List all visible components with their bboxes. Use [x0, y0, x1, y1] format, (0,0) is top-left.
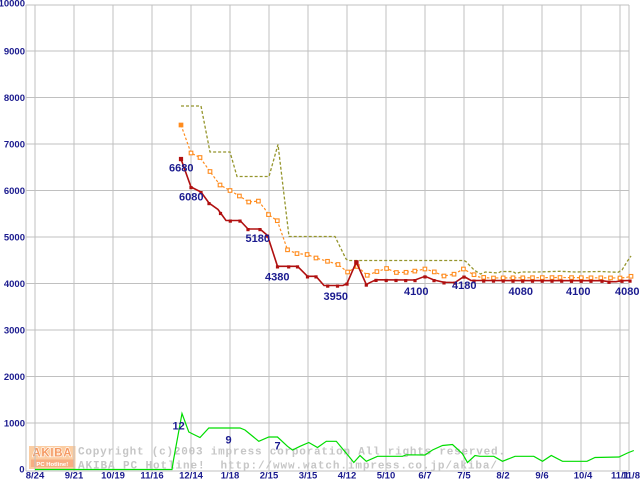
svg-text:7/5: 7/5 — [457, 470, 471, 480]
svg-text:3000: 3000 — [4, 325, 25, 336]
svg-text:4080: 4080 — [509, 286, 533, 298]
svg-text:10000: 10000 — [0, 0, 25, 9]
svg-text:3950: 3950 — [324, 291, 348, 303]
svg-text:AKIBA PC Hotline! http://www.: AKIBA PC Hotline! http://www.watch.impre… — [78, 460, 497, 472]
svg-text:2000: 2000 — [4, 372, 25, 383]
svg-text:5180: 5180 — [246, 233, 270, 245]
svg-text:4380: 4380 — [265, 272, 289, 284]
svg-text:1000: 1000 — [4, 418, 25, 429]
svg-text:8/2: 8/2 — [496, 470, 509, 480]
svg-text:5000: 5000 — [4, 232, 25, 243]
svg-text:AKIBA: AKIBA — [32, 448, 72, 460]
svg-text:11/1: 11/1 — [611, 470, 630, 480]
svg-text:6080: 6080 — [179, 192, 203, 204]
svg-text:12/14: 12/14 — [179, 470, 203, 480]
svg-text:7: 7 — [275, 441, 281, 453]
svg-text:4100: 4100 — [566, 286, 590, 298]
svg-text:10/4: 10/4 — [574, 470, 593, 480]
svg-text:7000: 7000 — [4, 139, 25, 150]
svg-text:2/15: 2/15 — [260, 470, 279, 480]
svg-text:6680: 6680 — [169, 163, 193, 175]
svg-text:4100: 4100 — [404, 286, 428, 298]
svg-text:5/10: 5/10 — [377, 470, 396, 480]
svg-text:6000: 6000 — [4, 186, 25, 197]
svg-text:Copyright (c)2003 impress corp: Copyright (c)2003 impress corporation Al… — [78, 447, 505, 459]
svg-text:4/12: 4/12 — [338, 470, 357, 480]
svg-text:4080: 4080 — [615, 286, 639, 298]
svg-text:11/8: 11/8 — [622, 470, 640, 480]
svg-text:4000: 4000 — [4, 279, 25, 290]
svg-text:9: 9 — [226, 435, 232, 447]
svg-text:9000: 9000 — [4, 46, 25, 57]
svg-text:9/6: 9/6 — [535, 470, 548, 480]
svg-text:8/24: 8/24 — [26, 470, 45, 480]
svg-text:3/15: 3/15 — [299, 470, 318, 480]
svg-text:12: 12 — [173, 421, 185, 433]
svg-text:9/21: 9/21 — [65, 470, 84, 480]
svg-text:0: 0 — [19, 465, 24, 476]
svg-text:11/16: 11/16 — [140, 470, 163, 480]
svg-text:PC Hotline!: PC Hotline! — [36, 462, 68, 468]
svg-text:1/18: 1/18 — [221, 470, 240, 480]
svg-text:10/19: 10/19 — [101, 470, 125, 480]
svg-text:8000: 8000 — [4, 93, 25, 104]
svg-text:6/7: 6/7 — [418, 470, 431, 480]
svg-text:4180: 4180 — [452, 280, 476, 292]
